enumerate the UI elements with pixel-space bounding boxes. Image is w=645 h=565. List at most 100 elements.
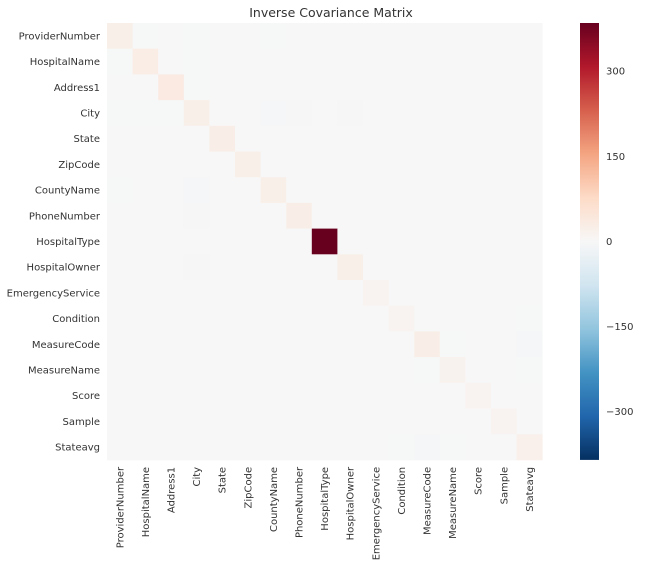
heatmap-cell bbox=[491, 100, 517, 127]
heatmap-cell bbox=[465, 382, 492, 409]
heatmap-cell bbox=[286, 202, 313, 229]
heatmap-cell bbox=[337, 151, 364, 178]
heatmap-cell bbox=[260, 228, 287, 255]
heatmap-cell bbox=[311, 434, 338, 461]
heatmap-cell bbox=[183, 305, 210, 332]
heatmap-cell bbox=[491, 382, 517, 409]
heatmap-cell bbox=[209, 100, 236, 127]
heatmap-cell bbox=[158, 151, 185, 178]
heatmap-cell bbox=[158, 125, 185, 152]
heatmap-cell bbox=[363, 382, 389, 409]
heatmap-cell bbox=[516, 177, 543, 204]
heatmap-cell bbox=[132, 357, 159, 384]
heatmap-cell bbox=[439, 125, 466, 152]
heatmap-cell bbox=[516, 48, 543, 75]
heatmap-cell bbox=[337, 228, 364, 255]
heatmap-cell bbox=[363, 151, 389, 178]
heatmap-cell bbox=[388, 48, 415, 75]
heatmap-cell bbox=[132, 434, 159, 461]
heatmap-cell bbox=[414, 357, 441, 384]
heatmap-cell bbox=[260, 177, 287, 204]
heatmap-cell bbox=[286, 100, 313, 127]
heatmap-cell bbox=[235, 125, 261, 152]
heatmap-cell bbox=[337, 74, 364, 101]
heatmap-cell bbox=[107, 48, 133, 75]
column-label: Stateavg bbox=[525, 467, 536, 512]
row-label: HospitalOwner bbox=[27, 263, 101, 274]
heatmap-cell bbox=[491, 280, 517, 307]
column-label: ZipCode bbox=[243, 467, 254, 509]
heatmap-cell bbox=[363, 331, 389, 358]
heatmap-cell bbox=[286, 280, 313, 307]
heatmap-cell bbox=[132, 151, 159, 178]
column-label: HospitalName bbox=[141, 467, 152, 537]
heatmap-cell bbox=[132, 331, 159, 358]
heatmap-cell bbox=[158, 280, 185, 307]
heatmap-cell bbox=[363, 280, 389, 307]
heatmap-cell bbox=[414, 125, 441, 152]
heatmap-cell bbox=[107, 305, 133, 332]
heatmap-cell bbox=[439, 228, 466, 255]
heatmap-cell bbox=[439, 48, 466, 75]
heatmap-cell bbox=[286, 151, 313, 178]
heatmap-cell bbox=[158, 177, 185, 204]
colorbar bbox=[580, 23, 599, 460]
heatmap-cell bbox=[132, 48, 159, 75]
heatmap-cell bbox=[260, 151, 287, 178]
heatmap-cell bbox=[158, 382, 185, 409]
column-label: PhoneNumber bbox=[295, 466, 306, 538]
heatmap-cell bbox=[465, 434, 492, 461]
heatmap-cell bbox=[235, 305, 261, 332]
heatmap-cell bbox=[183, 74, 210, 101]
heatmap-cell bbox=[260, 100, 287, 127]
column-label: ProviderNumber bbox=[115, 466, 126, 548]
heatmap-cell bbox=[107, 202, 133, 229]
heatmap-cell bbox=[286, 125, 313, 152]
heatmap-cell bbox=[132, 177, 159, 204]
column-label: Score bbox=[474, 467, 485, 495]
heatmap-cell bbox=[311, 280, 338, 307]
heatmap-cell bbox=[414, 408, 441, 435]
heatmap-cell bbox=[183, 23, 210, 50]
heatmap-cell bbox=[414, 305, 441, 332]
heatmap-cell bbox=[235, 280, 261, 307]
heatmap-cell bbox=[388, 408, 415, 435]
heatmap-cell bbox=[439, 202, 466, 229]
heatmap-cell bbox=[107, 382, 133, 409]
heatmap-cell bbox=[311, 151, 338, 178]
heatmap-cell bbox=[235, 331, 261, 358]
heatmap-cell bbox=[107, 177, 133, 204]
heatmap-cell bbox=[363, 305, 389, 332]
heatmap-cell bbox=[439, 434, 466, 461]
heatmap-cell bbox=[516, 23, 543, 50]
heatmap-cell bbox=[286, 228, 313, 255]
heatmap-cell bbox=[260, 305, 287, 332]
heatmap-cell bbox=[209, 151, 236, 178]
heatmap-cell bbox=[107, 357, 133, 384]
row-label: MeasureName bbox=[28, 365, 100, 376]
heatmap-cell bbox=[107, 125, 133, 152]
heatmap-cell bbox=[439, 382, 466, 409]
column-label: EmergencyService bbox=[371, 467, 382, 560]
heatmap-cell bbox=[439, 74, 466, 101]
row-label: Address1 bbox=[54, 83, 100, 94]
heatmap-cell bbox=[260, 48, 287, 75]
heatmap-cell bbox=[107, 254, 133, 281]
row-label: City bbox=[80, 108, 100, 119]
heatmap-cell bbox=[414, 23, 441, 50]
heatmap-cell bbox=[183, 100, 210, 127]
heatmap-cell bbox=[491, 254, 517, 281]
heatmap-cell bbox=[209, 434, 236, 461]
heatmap-cell bbox=[491, 125, 517, 152]
heatmap-cell bbox=[311, 125, 338, 152]
heatmap-cell bbox=[158, 48, 185, 75]
row-label: HospitalType bbox=[36, 237, 100, 248]
heatmap-cell bbox=[158, 100, 185, 127]
heatmap-cell bbox=[337, 280, 364, 307]
heatmap-cell bbox=[337, 331, 364, 358]
heatmap-cell bbox=[158, 434, 185, 461]
row-label: State bbox=[74, 134, 100, 145]
heatmap-cell bbox=[414, 74, 441, 101]
colorbar-tick-label: 150 bbox=[606, 152, 625, 163]
heatmap-cell bbox=[516, 280, 543, 307]
